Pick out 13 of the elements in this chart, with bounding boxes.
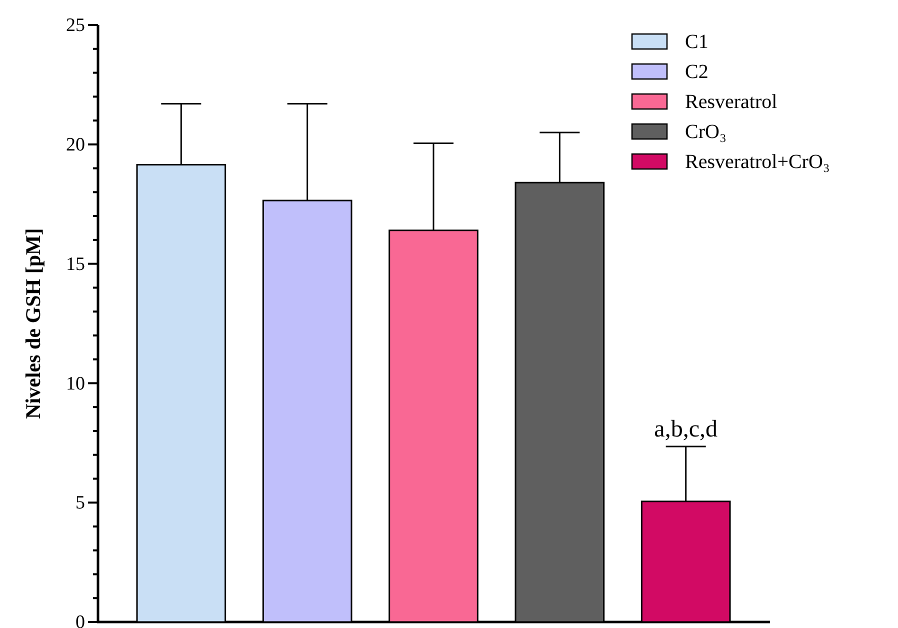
legend-label: Resveratrol [685,91,778,113]
legend-label: CrO₃ [685,121,726,143]
legend-label: C1 [685,31,708,53]
legend-label: C2 [685,61,708,83]
y-tick-label: 25 [66,15,85,36]
y-tick-label: 0 [76,612,85,628]
y-axis-title: Niveles de GSH [pM] [21,228,45,419]
y-tick-label: 5 [76,492,85,514]
y-tick-label: 15 [66,254,85,275]
y-tick-label: 20 [66,134,85,156]
y-tick-label: 10 [66,373,85,394]
legend-label: Resveratrol+CrO₃ [685,151,830,173]
annotation: a,b,c,d [654,416,718,442]
